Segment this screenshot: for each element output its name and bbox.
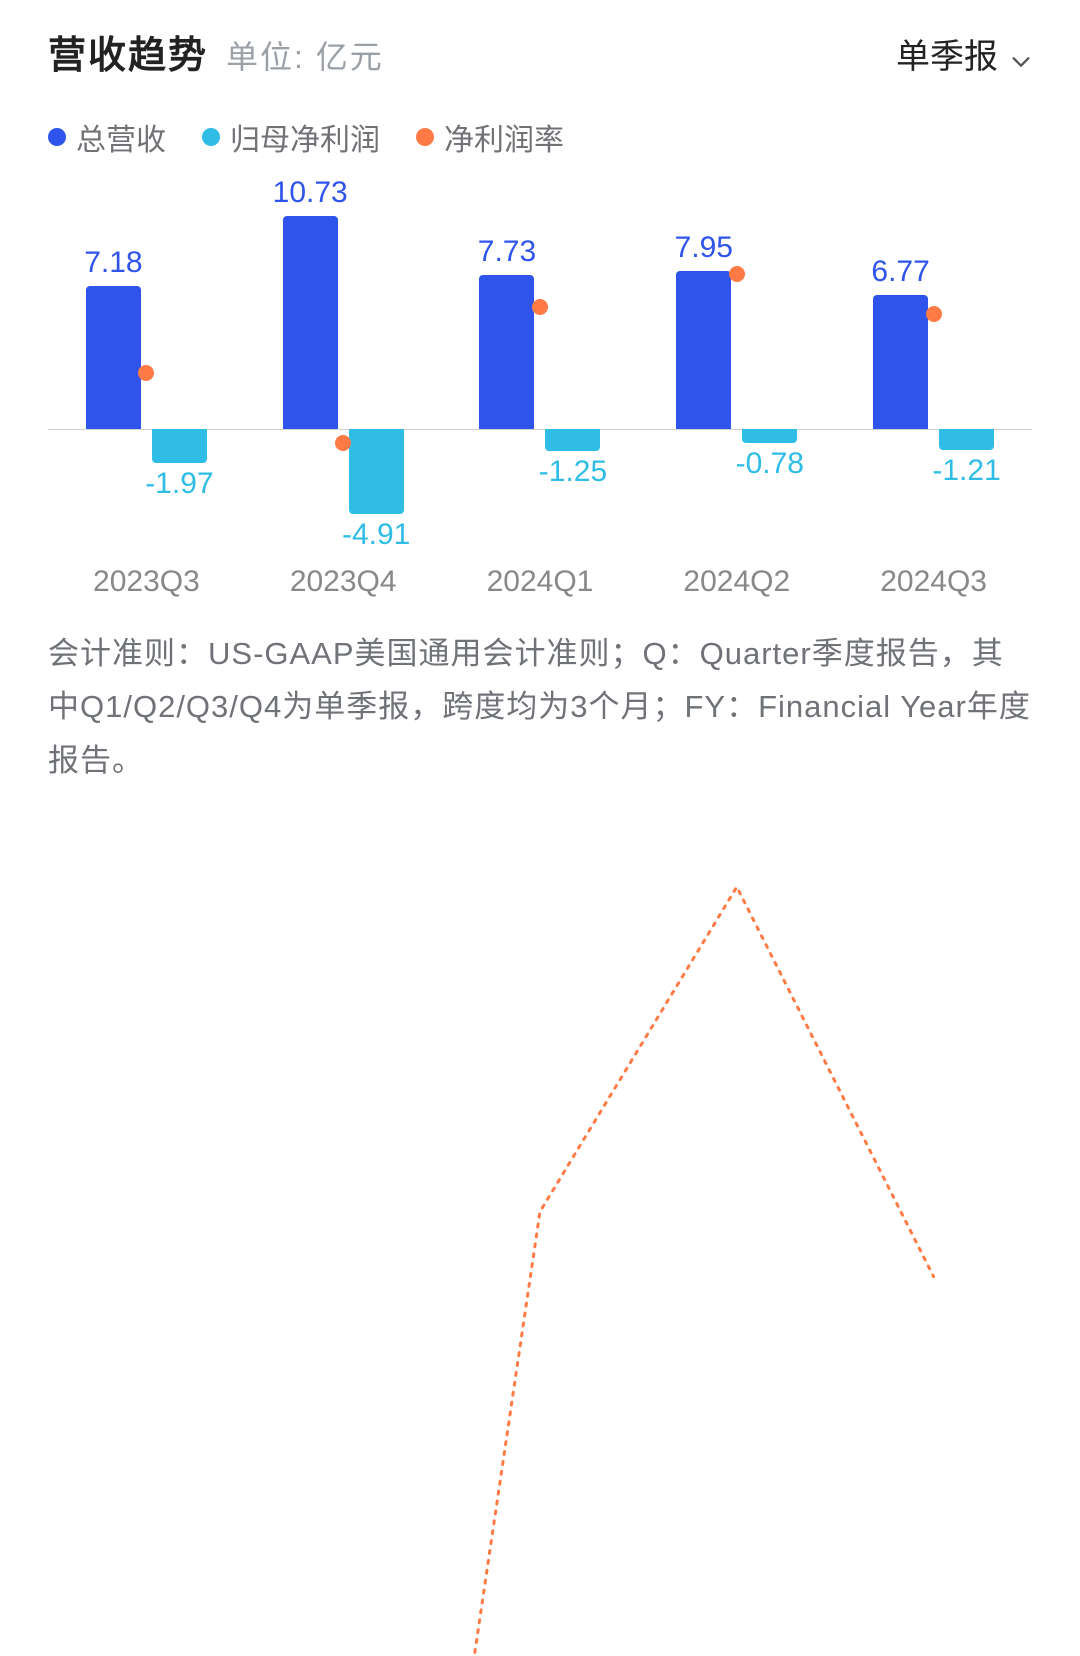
bar-revenue-label: 7.18 [84,246,142,280]
margin-dot [926,306,942,322]
bar-revenue-label: 7.73 [478,235,536,269]
title-group: 营收趋势 单位: 亿元 [48,24,384,79]
legend-label: 总营收 [76,115,166,159]
x-axis-label: 2024Q3 [835,565,1032,599]
chart-footnote: 会计准则：US-GAAP美国通用会计准则；Q：Quarter季度报告，其中Q1/… [48,627,1032,787]
legend-label: 净利润率 [444,115,564,159]
chart-unit: 单位: 亿元 [226,32,384,78]
bar-profit [939,429,994,450]
margin-dot [335,435,351,451]
legend-item-margin: 净利润率 [416,115,564,159]
bar-revenue-label: 6.77 [871,255,929,289]
margin-dot [532,299,548,315]
bar-revenue-label: 10.73 [273,176,348,210]
bar-revenue [479,275,534,429]
bar-profit-label: -1.21 [932,454,1000,488]
bar-revenue [873,295,928,430]
period-label: 单季报 [896,29,998,78]
legend-dot-icon [48,128,66,146]
bar-profit-label: -1.25 [539,455,607,489]
period-selector[interactable]: 单季报 [896,29,1032,78]
chart-group: 10.73-4.91 [245,205,442,535]
bar-profit [349,429,404,513]
x-axis-label: 2023Q3 [48,565,245,599]
bar-revenue [86,286,141,429]
chart-plot-area: 7.18 -1.97 10.73-4.91 7.73 -1.25 7.95 -0.78 6.7… [48,205,1032,535]
margin-dot [729,266,745,282]
chevron-down-icon [1010,43,1032,65]
chart: 7.18 -1.97 10.73-4.91 7.73 -1.25 7.95 -0.78 6.7… [48,205,1032,605]
bar-revenue [676,271,731,429]
x-axis-labels: 2023Q32023Q42024Q12024Q22024Q3 [48,551,1032,605]
x-axis-label: 2023Q4 [245,565,442,599]
chart-title: 营收趋势 [48,24,208,79]
legend-item-profit: 归母净利润 [202,115,380,159]
x-axis-label: 2024Q1 [442,565,639,599]
bar-revenue [283,216,338,430]
bar-profit [152,429,207,463]
bar-profit-label: -0.78 [736,447,804,481]
chart-header: 营收趋势 单位: 亿元 单季报 [48,24,1032,79]
chart-group: 7.73 -1.25 [442,205,639,535]
bar-profit-label: -4.91 [342,518,410,552]
bar-profit-label: -1.97 [145,467,213,501]
bar-profit [742,429,797,442]
legend-dot-icon [202,128,220,146]
legend-item-revenue: 总营收 [48,115,166,159]
margin-dot [138,365,154,381]
legend-label: 归母净利润 [230,115,380,159]
bar-profit [545,429,600,451]
chart-group: 6.77 -1.21 [835,205,1032,535]
legend-dot-icon [416,128,434,146]
bar-revenue-label: 7.95 [675,231,733,265]
chart-legend: 总营收 归母净利润 净利润率 [48,115,1032,159]
chart-group: 7.95 -0.78 [638,205,835,535]
x-axis-label: 2024Q2 [638,565,835,599]
